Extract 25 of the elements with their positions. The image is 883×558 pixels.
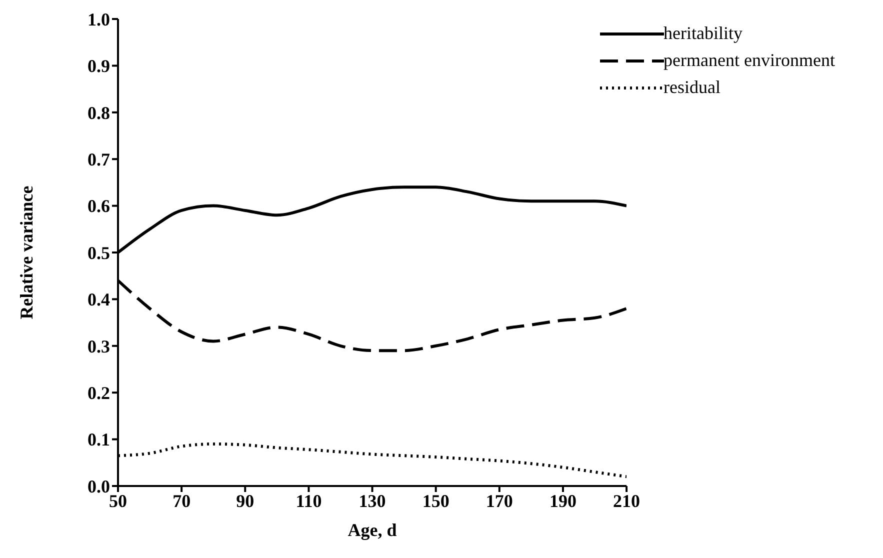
x-axis-title: Age, d — [348, 520, 397, 540]
y-axis-title: Relative variance — [16, 186, 36, 320]
x-tick-label: 170 — [486, 490, 513, 511]
x-tick-label: 150 — [422, 490, 450, 511]
x-tick-label: 190 — [549, 490, 576, 511]
legend-label: permanent environment — [664, 49, 835, 72]
y-tick-label: 0.3 — [88, 336, 110, 356]
x-tick-label: 130 — [358, 490, 386, 511]
x-tick-label: 50 — [109, 490, 127, 511]
y-tick-label: 0.7 — [88, 149, 110, 170]
legend-label: heritability — [664, 22, 743, 45]
y-tick-label: 0.9 — [88, 56, 110, 76]
x-tick-label: 110 — [296, 490, 322, 511]
y-tick-label: 1.0 — [88, 9, 110, 30]
y-tick-label: 0.2 — [88, 382, 110, 403]
x-tick-label: 210 — [613, 490, 640, 511]
y-tick-label: 0.4 — [88, 290, 110, 310]
x-tick-label: 70 — [172, 490, 191, 511]
y-tick-label: 0.5 — [88, 242, 110, 263]
y-tick-label: 0.1 — [88, 430, 110, 450]
y-tick-label: 0.0 — [88, 476, 110, 496]
y-tick-label: 0.6 — [88, 196, 110, 216]
x-tick-label: 90 — [236, 490, 254, 511]
y-tick-label: 0.8 — [88, 102, 110, 123]
legend-label: residual — [664, 76, 721, 99]
